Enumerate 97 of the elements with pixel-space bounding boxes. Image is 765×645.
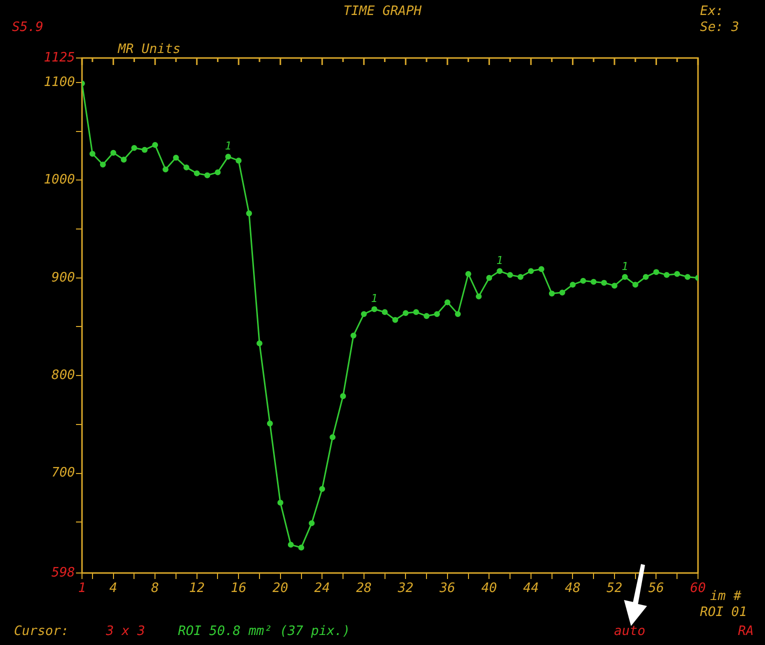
point	[162, 166, 168, 172]
point	[173, 154, 179, 161]
point	[518, 274, 524, 280]
y-tick-label: 900	[52, 270, 76, 286]
point	[298, 544, 304, 551]
point	[674, 271, 680, 277]
text: 3 x 3	[106, 624, 146, 639]
y-tick-label: 1000	[44, 172, 76, 188]
point	[454, 311, 461, 317]
chart-title: TIME GRAPH	[343, 4, 422, 19]
point	[570, 282, 576, 288]
annotation: 1	[622, 260, 628, 273]
point	[642, 274, 649, 280]
point	[110, 150, 116, 156]
point	[632, 282, 638, 288]
text: Ex:	[700, 4, 724, 19]
x-tick-label: 8	[151, 581, 160, 596]
y-axis-title: MR Units	[118, 42, 181, 57]
point	[371, 306, 378, 312]
x-tick-label: 24	[314, 581, 330, 596]
x-axis-title: im #	[710, 589, 742, 604]
annotation: 1	[371, 292, 378, 306]
point	[402, 310, 409, 316]
point	[424, 313, 430, 319]
point	[612, 282, 618, 289]
point	[559, 290, 566, 296]
point	[183, 164, 190, 170]
point	[236, 158, 242, 164]
x-tick-label: 48	[564, 581, 581, 596]
x-tick-label: 20	[272, 581, 288, 596]
point	[382, 309, 388, 316]
point	[413, 309, 420, 316]
text: auto	[614, 624, 646, 639]
point	[476, 293, 482, 300]
text: Se: 3	[700, 20, 740, 35]
annotation: 1	[224, 140, 232, 153]
point	[194, 170, 200, 176]
y-tick-label: 1125	[44, 50, 76, 66]
point	[225, 154, 232, 160]
y-tick-label: 1100	[44, 74, 76, 90]
text: ROI 01	[700, 605, 747, 620]
point	[507, 272, 514, 278]
y-tick-label: 800	[52, 368, 76, 383]
x-tick-label: 60	[690, 581, 706, 596]
point	[434, 311, 440, 317]
point	[288, 542, 294, 548]
y-tick-label: 700	[52, 466, 76, 481]
x-tick-label: 12	[189, 581, 205, 596]
point	[528, 268, 534, 274]
x-tick-label: 1	[78, 581, 86, 596]
point	[214, 169, 221, 176]
annotation: 1	[496, 254, 503, 268]
point	[360, 311, 367, 317]
y-tick-label: 598	[52, 565, 76, 580]
text: RA	[738, 624, 754, 639]
x-tick-label: 40	[481, 581, 498, 596]
point	[496, 268, 503, 274]
point	[590, 278, 597, 285]
x-tick-label: 32	[396, 581, 414, 596]
x-tick-label: 56	[648, 581, 664, 596]
x-tick-label: 44	[523, 581, 539, 596]
point	[392, 316, 398, 323]
point	[601, 280, 607, 286]
x-tick-label: 16	[230, 581, 247, 596]
text: S5.9	[12, 20, 44, 35]
point	[277, 500, 284, 506]
point	[246, 210, 252, 216]
point	[256, 340, 262, 346]
x-tick-label: 52	[606, 581, 622, 596]
point	[120, 156, 127, 163]
point	[486, 274, 492, 281]
point	[548, 290, 555, 296]
point	[684, 274, 691, 280]
x-tick-label: 4	[109, 581, 118, 596]
point	[580, 278, 586, 284]
point	[653, 269, 660, 275]
point	[444, 299, 450, 306]
point	[622, 274, 628, 280]
point	[152, 142, 158, 148]
point	[131, 144, 138, 151]
point	[204, 172, 210, 178]
x-tick-label: 28	[356, 581, 372, 596]
text: Cursor:	[14, 624, 69, 639]
point	[664, 272, 670, 278]
point	[330, 434, 336, 440]
point	[308, 520, 315, 526]
point	[266, 420, 273, 426]
point	[350, 332, 356, 338]
point	[89, 150, 96, 157]
text: ROI 50.8 mm² (37 pix.)	[178, 624, 350, 639]
point	[100, 162, 106, 168]
point	[538, 266, 544, 272]
point	[142, 146, 148, 153]
point	[465, 271, 472, 277]
point	[340, 393, 346, 400]
point	[319, 486, 326, 492]
x-tick-label: 36	[438, 581, 456, 596]
